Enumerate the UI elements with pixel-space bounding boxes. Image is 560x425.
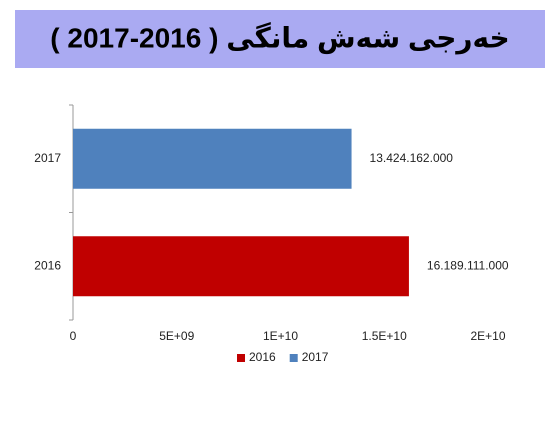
- y-tick-label: 2016: [34, 258, 61, 272]
- x-tick-label: 0: [70, 329, 77, 343]
- x-tick-label: 1E+10: [263, 329, 298, 343]
- x-tick-label: 1.5E+10: [362, 329, 407, 343]
- legend-swatch: [289, 354, 298, 362]
- y-tick-label: 2017: [34, 151, 61, 165]
- legend-swatch: [237, 354, 245, 362]
- legend-label: 2016: [249, 350, 276, 364]
- x-tick-label: 2E+10: [470, 329, 505, 343]
- title-box: [15, 10, 545, 68]
- bar: [73, 236, 409, 297]
- bar: [73, 128, 352, 189]
- value-label: 16.189.111.000: [427, 258, 509, 272]
- chart-title: خەرجی شەش مانگی ( 2016-2017 ): [50, 21, 509, 54]
- value-label: 13.424.162.000: [370, 151, 454, 165]
- legend-label: 2017: [302, 350, 329, 364]
- x-tick-label: 5E+09: [159, 329, 194, 343]
